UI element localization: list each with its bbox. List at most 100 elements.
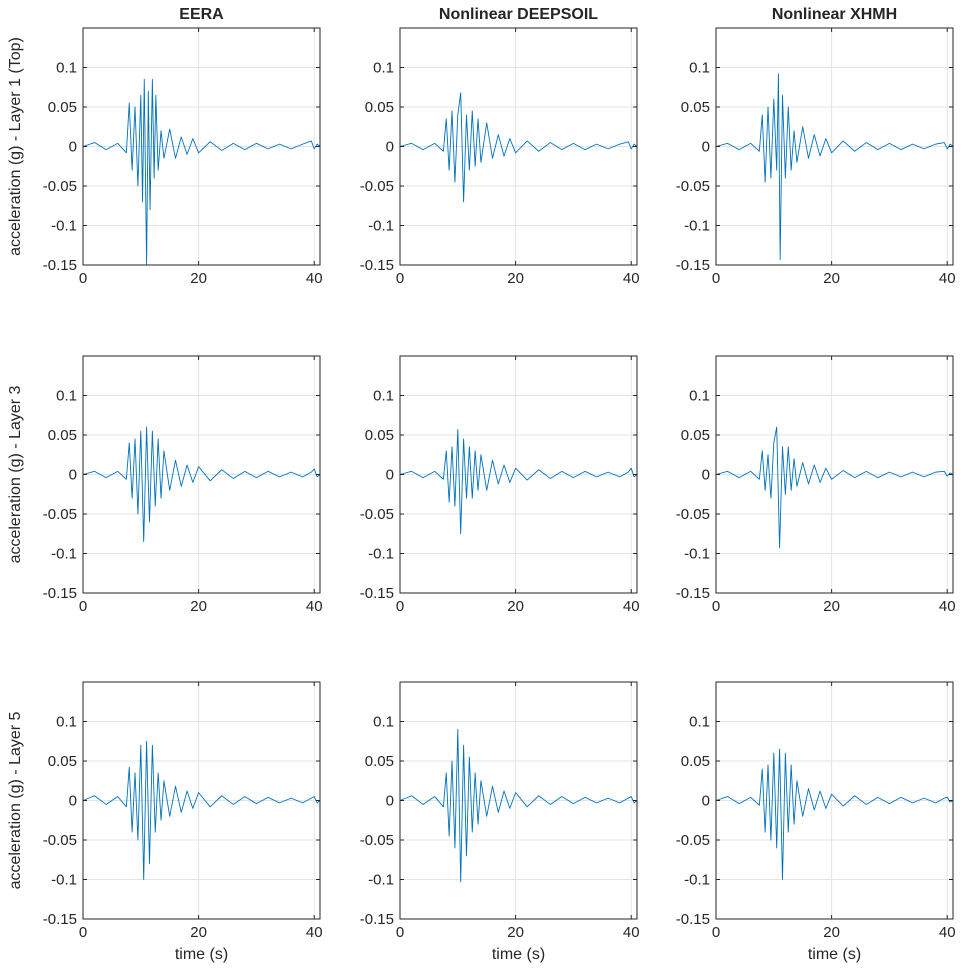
x-tick-label: 20 <box>190 924 207 941</box>
y-tick-label: 0 <box>386 793 394 810</box>
y-tick-label: 0.05 <box>48 753 77 770</box>
y-tick-label: -0.1 <box>684 872 710 889</box>
y-tick-label: 0 <box>69 467 77 484</box>
y-tick-label: 0 <box>386 467 394 484</box>
y-tick-label: 0.05 <box>681 427 710 444</box>
y-tick-label: -0.05 <box>43 832 77 849</box>
data-series-line <box>82 78 321 266</box>
y-axis-label: acceleration (g) - Layer 3 <box>7 385 24 563</box>
y-tick-label: -0.1 <box>368 546 394 563</box>
subplot-title: Nonlinear XHMH <box>772 6 897 23</box>
x-tick-label: 20 <box>507 598 524 615</box>
data-series-line <box>715 73 954 260</box>
y-tick-label: 0.05 <box>48 99 77 116</box>
y-tick-label: -0.15 <box>43 585 77 602</box>
x-tick-label: 20 <box>190 598 207 615</box>
x-tick-label: 40 <box>939 270 956 287</box>
x-tick-label: 0 <box>396 598 404 615</box>
y-tick-label: 0.05 <box>365 427 394 444</box>
subplot-title: Nonlinear DEEPSOIL <box>439 6 598 23</box>
x-tick-label: 40 <box>306 924 323 941</box>
y-tick-label: 0.1 <box>373 60 394 77</box>
y-tick-label: -0.15 <box>360 257 394 274</box>
y-tick-label: 0.1 <box>689 388 710 405</box>
x-axis-label: time (s) <box>175 946 228 963</box>
y-tick-label: 0.1 <box>56 60 77 77</box>
data-series-line <box>82 740 321 880</box>
subplot-1-3: 0 20 40 -0.15 -0.1 -0.05 0 0.05 0.1 Nonlinear XHM… <box>676 6 956 287</box>
y-tick-label: -0.05 <box>43 506 77 523</box>
x-tick-label: 40 <box>306 270 323 287</box>
y-tick-label: -0.05 <box>360 506 394 523</box>
x-tick-label: 40 <box>623 924 640 941</box>
y-tick-label: 0 <box>702 793 710 810</box>
y-tick-label: -0.15 <box>676 911 710 928</box>
x-tick-label: 0 <box>396 924 404 941</box>
subplot-1-2: 0 20 40 -0.15 -0.1 -0.05 0 0.05 0.1 Nonlinear DEE… <box>360 6 640 287</box>
y-tick-label: -0.1 <box>684 218 710 235</box>
x-tick-label: 40 <box>306 598 323 615</box>
x-tick-label: 40 <box>623 598 640 615</box>
y-tick-label: -0.15 <box>676 257 710 274</box>
subplot-3-3: 0 20 40 -0.15 -0.1 -0.05 0 0.05 0.1 time (s) <box>676 681 956 963</box>
y-tick-label: -0.05 <box>676 832 710 849</box>
x-tick-label: 0 <box>712 598 720 615</box>
x-tick-label: 20 <box>507 924 524 941</box>
subplot-title: EERA <box>179 6 224 23</box>
data-series-line <box>82 426 321 543</box>
subplot-1-1: 0 20 40 -0.15 -0.1 -0.05 0 0.05 0.1 EERA accelerat… <box>7 6 323 287</box>
x-tick-label: 0 <box>79 924 87 941</box>
subplot-2-3: 0 20 40 -0.15 -0.1 -0.05 0 0.05 0.1 <box>676 355 956 615</box>
x-tick-label: 0 <box>79 270 87 287</box>
y-tick-label: 0.1 <box>56 714 77 731</box>
y-tick-label: 0.1 <box>56 388 77 405</box>
y-tick-label: 0.05 <box>681 753 710 770</box>
y-tick-label: 0 <box>69 139 77 156</box>
subplot-3-1: 0 20 40 -0.15 -0.1 -0.05 0 0.05 0.1 acceleration … <box>7 681 323 963</box>
y-tick-label: 0 <box>386 139 394 156</box>
x-tick-label: 20 <box>823 924 840 941</box>
data-series-line <box>399 728 638 883</box>
y-tick-label: -0.05 <box>360 178 394 195</box>
y-tick-label: -0.05 <box>43 178 77 195</box>
y-tick-label: -0.1 <box>51 546 77 563</box>
y-tick-label: -0.1 <box>368 218 394 235</box>
y-tick-label: -0.1 <box>51 218 77 235</box>
y-tick-label: -0.15 <box>360 585 394 602</box>
y-tick-label: -0.05 <box>676 506 710 523</box>
y-tick-label: 0.1 <box>689 60 710 77</box>
data-series-line <box>399 429 638 535</box>
y-tick-label: -0.15 <box>43 911 77 928</box>
x-axis-label: time (s) <box>808 946 861 963</box>
y-tick-label: 0.1 <box>689 714 710 731</box>
x-tick-label: 40 <box>939 924 956 941</box>
x-tick-label: 20 <box>190 270 207 287</box>
y-tick-label: 0.05 <box>365 99 394 116</box>
y-tick-label: -0.1 <box>51 872 77 889</box>
data-series-line <box>715 426 954 549</box>
y-tick-label: -0.1 <box>368 872 394 889</box>
x-tick-label: 0 <box>712 924 720 941</box>
y-tick-label: 0 <box>702 467 710 484</box>
subplot-2-1: 0 20 40 -0.15 -0.1 -0.05 0 0.05 0.1 acceleration … <box>7 355 323 615</box>
y-tick-label: -0.1 <box>684 546 710 563</box>
y-axis-label: acceleration (g) - Layer 1 (Top) <box>7 37 24 256</box>
y-axis-label: acceleration (g) - Layer 5 <box>7 711 24 889</box>
x-tick-label: 40 <box>623 270 640 287</box>
y-tick-label: -0.15 <box>43 257 77 274</box>
x-tick-label: 0 <box>712 270 720 287</box>
x-tick-label: 0 <box>79 598 87 615</box>
data-series-line <box>399 92 638 203</box>
subplot-2-2: 0 20 40 -0.15 -0.1 -0.05 0 0.05 0.1 <box>360 355 640 615</box>
x-tick-label: 20 <box>507 270 524 287</box>
x-tick-label: 0 <box>396 270 404 287</box>
x-tick-label: 20 <box>823 270 840 287</box>
y-tick-label: -0.05 <box>676 178 710 195</box>
data-series-line <box>715 748 954 880</box>
y-tick-label: -0.15 <box>676 585 710 602</box>
y-tick-label: -0.05 <box>360 832 394 849</box>
y-tick-label: 0.05 <box>48 427 77 444</box>
y-tick-label: 0.1 <box>373 388 394 405</box>
subplot-3-2: 0 20 40 -0.15 -0.1 -0.05 0 0.05 0.1 time (s) <box>360 681 640 963</box>
